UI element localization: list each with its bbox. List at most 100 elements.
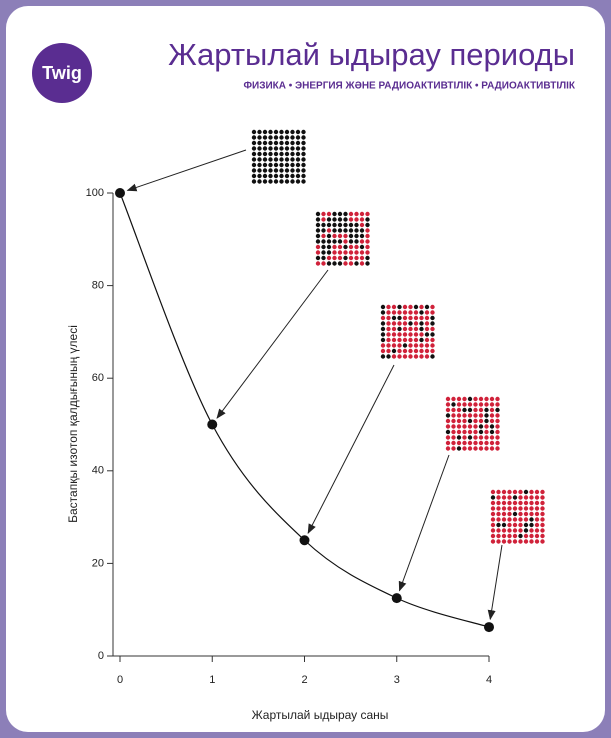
y-axis-label: Бастапқы изотоп қалдығының үлесі xyxy=(66,325,80,523)
atom xyxy=(496,495,500,499)
atom xyxy=(502,539,506,543)
atom xyxy=(490,397,494,401)
atom xyxy=(496,528,500,532)
atom xyxy=(354,261,358,265)
atom xyxy=(338,212,342,216)
y-tick-label: 60 xyxy=(92,372,104,384)
atom xyxy=(446,446,450,450)
atom xyxy=(540,501,544,505)
atom xyxy=(535,506,539,510)
atom xyxy=(285,141,289,145)
atom xyxy=(495,424,499,428)
atom xyxy=(285,179,289,183)
atom xyxy=(479,424,483,428)
chart-subtitle: ФИЗИКА • ЭНЕРГИЯ ЖӘНЕ РАДИОАКТИВТІЛІК • … xyxy=(243,81,575,92)
atom xyxy=(397,305,401,309)
atom xyxy=(513,501,517,505)
atom xyxy=(479,408,483,412)
atom xyxy=(451,413,455,417)
atom xyxy=(540,512,544,516)
atom xyxy=(365,212,369,216)
atom xyxy=(513,495,517,499)
atom xyxy=(332,245,336,249)
atom xyxy=(430,349,434,353)
atom xyxy=(451,446,455,450)
atom xyxy=(274,130,278,134)
atom xyxy=(457,424,461,428)
atom xyxy=(263,179,267,183)
atom xyxy=(473,419,477,423)
atom xyxy=(403,316,407,320)
atom xyxy=(513,512,517,516)
atom xyxy=(529,528,533,532)
atom xyxy=(343,239,347,243)
atom xyxy=(296,152,300,156)
atom xyxy=(296,174,300,178)
atom xyxy=(491,523,495,527)
atom xyxy=(285,152,289,156)
atom xyxy=(279,163,283,167)
atom xyxy=(479,402,483,406)
atom xyxy=(381,316,385,320)
atom xyxy=(462,413,466,417)
atom xyxy=(540,523,544,527)
atom xyxy=(252,146,256,150)
atom xyxy=(495,408,499,412)
atom xyxy=(468,430,472,434)
x-tick-label: 0 xyxy=(117,674,123,686)
atom xyxy=(252,179,256,183)
atom xyxy=(419,327,423,331)
atom xyxy=(268,163,272,167)
atom xyxy=(316,250,320,254)
atom xyxy=(332,250,336,254)
atom xyxy=(301,135,305,139)
atom xyxy=(518,490,522,494)
atom xyxy=(321,256,325,260)
atom xyxy=(252,141,256,145)
atom xyxy=(338,256,342,260)
atom xyxy=(332,239,336,243)
atom xyxy=(529,523,533,527)
atom xyxy=(457,413,461,417)
atom xyxy=(279,141,283,145)
atom xyxy=(446,397,450,401)
atom xyxy=(354,217,358,221)
atom xyxy=(301,179,305,183)
atom xyxy=(484,424,488,428)
atom xyxy=(365,228,369,232)
atom xyxy=(296,179,300,183)
atom xyxy=(430,316,434,320)
atom xyxy=(321,234,325,238)
atom xyxy=(338,245,342,249)
atom xyxy=(496,506,500,510)
atom xyxy=(386,316,390,320)
atom xyxy=(446,441,450,445)
atom xyxy=(274,174,278,178)
atom xyxy=(491,534,495,538)
atom xyxy=(268,141,272,145)
atom xyxy=(457,430,461,434)
atom xyxy=(392,305,396,309)
atom xyxy=(524,539,528,543)
atom xyxy=(257,157,261,161)
atom xyxy=(446,419,450,423)
atom xyxy=(414,327,418,331)
atom xyxy=(257,141,261,145)
atom xyxy=(479,441,483,445)
atom xyxy=(386,327,390,331)
logo: Twig xyxy=(42,63,82,83)
atom xyxy=(349,239,353,243)
atom xyxy=(535,512,539,516)
atom xyxy=(425,316,429,320)
atom xyxy=(473,430,477,434)
atom xyxy=(290,130,294,134)
atom xyxy=(338,228,342,232)
atom xyxy=(535,534,539,538)
atom xyxy=(381,332,385,336)
atom xyxy=(343,212,347,216)
atom xyxy=(386,338,390,342)
atom xyxy=(285,163,289,167)
atom xyxy=(490,413,494,417)
atom xyxy=(425,343,429,347)
atom xyxy=(343,250,347,254)
